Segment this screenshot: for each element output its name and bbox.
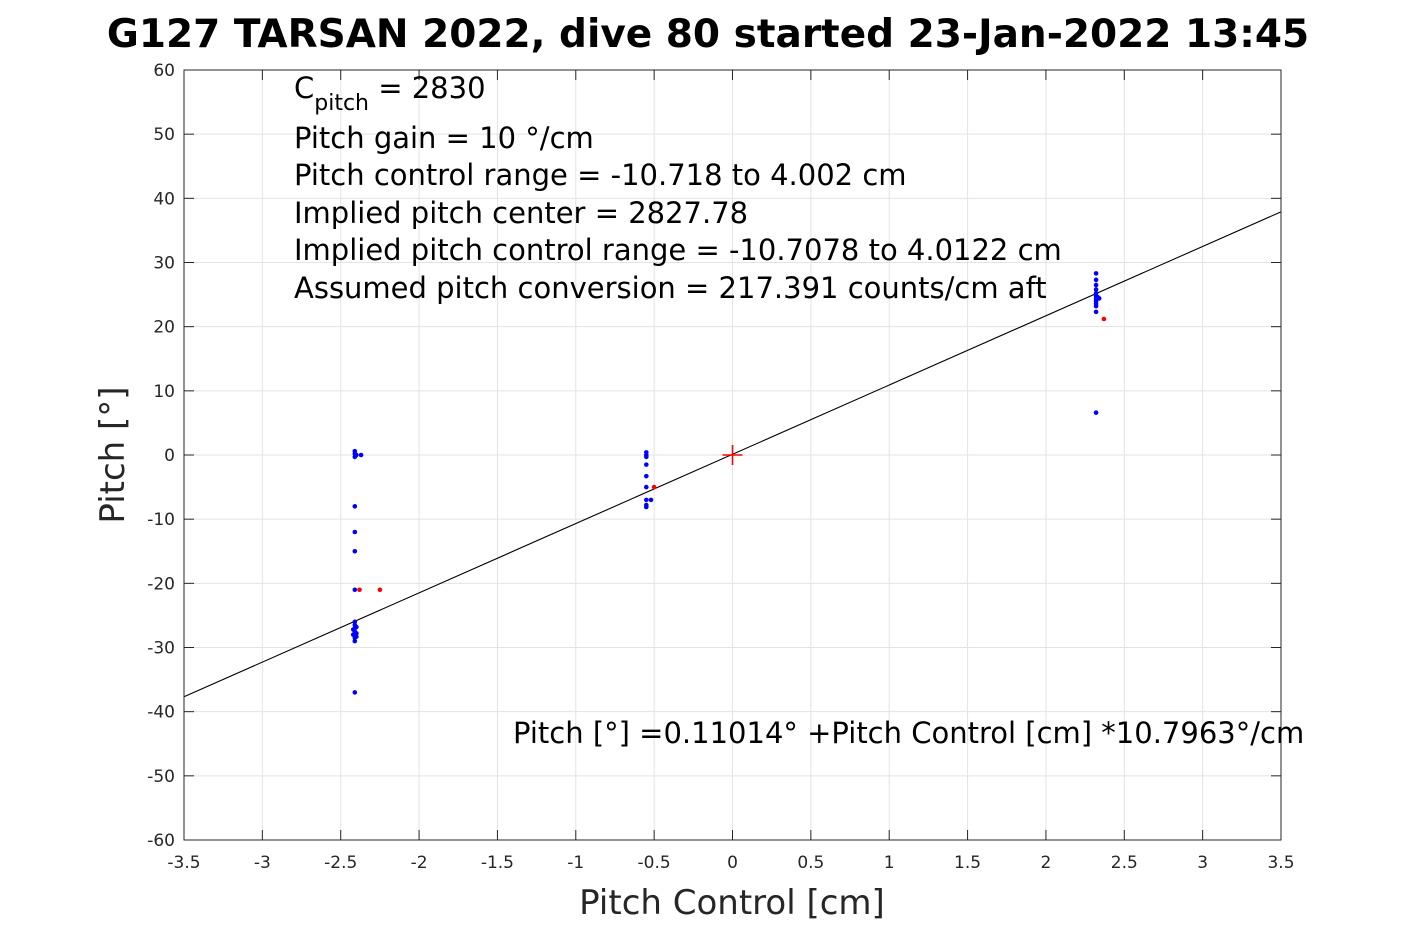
data-point-blue (1093, 277, 1099, 283)
x-tick-label: 0 (727, 853, 738, 873)
x-tick-label: 1.5 (954, 853, 981, 873)
x-tick-label: 3.5 (1267, 853, 1294, 873)
data-point-red (377, 587, 383, 593)
annotation-c-pitch-sub: pitch (314, 91, 369, 116)
x-tick-label: 0.5 (797, 853, 824, 873)
annotation-conversion: Assumed pitch conversion = 217.391 count… (294, 271, 1047, 305)
data-point-blue (1093, 309, 1099, 315)
x-tick-labels: -3.5 -3 -2.5 -2 -1.5 -1 -0.5 0 0.5 1 1.5 2 2.5 3 3.5 (167, 853, 1294, 873)
y-axis-label: Pitch [°] (93, 386, 133, 523)
data-point-blue (352, 504, 358, 509)
data-point-blue (350, 632, 356, 637)
y-tick-labels: -60 -50 -40 -30 -20 -10 0 10 20 30 40 50 60 (147, 61, 175, 851)
data-point-red (1101, 316, 1107, 322)
data-point-red (651, 484, 657, 490)
x-tick-label: 3 (1197, 853, 1208, 873)
y-tick-label: -30 (147, 639, 175, 659)
data-point-blue (644, 454, 649, 460)
data-point-blue (352, 619, 358, 625)
data-point-blue (352, 638, 358, 644)
x-tick-label: -1.5 (481, 853, 514, 873)
x-tick-label: -0.5 (638, 853, 671, 873)
data-point-blue (1093, 287, 1099, 292)
data-point-blue (644, 473, 649, 479)
data-point-blue (644, 484, 649, 490)
annotation-implied-center: Implied pitch center = 2827.78 (294, 196, 748, 230)
y-tick-label: 40 (153, 189, 175, 209)
data-point-blue (352, 587, 358, 593)
x-tick-label: -3.5 (167, 853, 200, 873)
y-tick-label: -40 (147, 703, 175, 723)
data-point-blue (1093, 303, 1099, 309)
axis-ticks (183, 69, 1282, 841)
data-point-blue (644, 497, 649, 503)
y-tick-label: -50 (147, 767, 175, 787)
data-point-blue (1093, 271, 1099, 276)
x-tick-label: -1 (567, 853, 584, 873)
annotation-pitch-gain: Pitch gain = 10 °/cm (294, 121, 594, 155)
data-point-blue (644, 462, 649, 467)
center-marker-group (722, 445, 743, 465)
y-tick-label: 10 (153, 382, 175, 402)
x-tick-label: 2.5 (1111, 853, 1138, 873)
data-point-blue (352, 690, 358, 695)
data-point-blue (644, 504, 649, 510)
x-axis-label: Pitch Control [cm] (579, 883, 885, 923)
annotation-c-pitch: Cpitch = 2830 (294, 71, 486, 116)
y-tick-label: 30 (153, 254, 175, 274)
data-point-blue (350, 627, 356, 632)
y-tick-label: 0 (164, 446, 175, 466)
data-point-blue (354, 452, 359, 458)
data-point-blue (1093, 282, 1099, 288)
chart-title: G127 TARSAN 2022, dive 80 started 23-Jan… (107, 12, 1309, 57)
x-tick-label: -2 (411, 853, 428, 873)
annotation-c-pitch-value: = 2830 (369, 71, 486, 105)
y-tick-label: -10 (147, 510, 175, 530)
data-point-red (357, 587, 362, 593)
annotation-implied-range: Implied pitch control range = -10.7078 t… (294, 233, 1062, 267)
data-point-blue (358, 452, 364, 458)
data-point-blue (352, 529, 358, 535)
y-tick-label: -60 (147, 831, 175, 851)
data-point-blue (1093, 410, 1099, 415)
x-tick-label: 1 (884, 853, 895, 873)
data-point-blue (648, 497, 654, 503)
data-point-blue (352, 548, 358, 554)
y-tick-label: 60 (153, 61, 175, 81)
y-tick-label: -20 (147, 574, 175, 594)
y-tick-label: 20 (153, 318, 175, 338)
y-tick-label: 50 (153, 125, 175, 145)
x-tick-label: -2.5 (324, 853, 357, 873)
annotation-pitch-control-range: Pitch control range = -10.718 to 4.002 c… (294, 158, 907, 192)
data-point-blue (354, 624, 359, 630)
annotation-c-pitch-base: C (294, 71, 314, 105)
x-tick-label: -3 (254, 853, 271, 873)
x-tick-label: 2 (1041, 853, 1052, 873)
data-point-blue (1096, 296, 1102, 301)
data-points (350, 271, 1107, 695)
annotation-fit-equation: Pitch [°] =0.11014° +Pitch Control [cm] … (513, 716, 1304, 750)
